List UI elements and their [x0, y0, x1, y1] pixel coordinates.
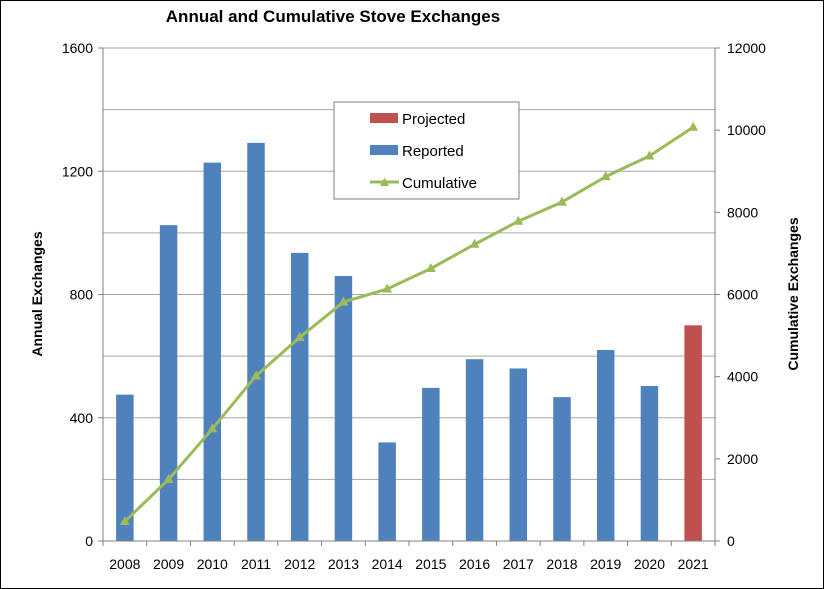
bar-reported-2011	[247, 142, 265, 541]
legend-label-projected: Projected	[402, 111, 465, 128]
bar-reported-2010	[203, 162, 222, 541]
y-tick-label: 800	[70, 287, 94, 303]
y-tick-label: 1600	[62, 40, 93, 56]
cumulative-point-2018	[557, 196, 567, 206]
y2-tick-label: 6000	[727, 287, 758, 303]
bar-reported-2017	[509, 368, 528, 541]
bar-reported-2015	[422, 387, 440, 541]
bar-reported-2009	[159, 225, 178, 541]
y-tick-label: 0	[85, 533, 93, 549]
legend-label-cumulative: Cumulative	[402, 175, 477, 192]
cumulative-point-2021	[688, 121, 699, 131]
legend-swatch-projected	[370, 113, 398, 123]
y2-tick-label: 8000	[727, 204, 758, 220]
y2-tick-label: 0	[727, 533, 735, 549]
x-tick-label: 2011	[241, 556, 271, 572]
tick-labels: 0 400 800 1200 1600 0 2000 4000 6000 8000 10000 120…	[62, 40, 766, 572]
legend-marker-cumulative	[380, 177, 389, 186]
x-tick-label: 2010	[197, 556, 228, 572]
y2-tick-label: 12000	[727, 40, 766, 56]
x-tick-label: 2015	[415, 556, 446, 572]
x-tick-label: 2013	[328, 556, 359, 572]
cumulative-line	[119, 121, 699, 525]
cumulative-polyline	[123, 125, 694, 523]
cumulative-point-2019	[600, 171, 611, 181]
x-tick-label: 2021	[678, 556, 709, 572]
bar-reported-2008	[116, 394, 134, 541]
y2-axis-title: Cumulative Exchanges	[785, 217, 801, 370]
bar-reported-2016	[465, 359, 484, 541]
bar-reported-2013	[334, 276, 353, 541]
bar-projected-2021	[684, 325, 702, 541]
x-tick-label: 2019	[590, 556, 621, 572]
bar-reported-2014	[378, 442, 396, 541]
y2-tick-label: 2000	[727, 451, 758, 467]
bar-reported-2019	[596, 349, 615, 541]
cumulative-point-2009	[163, 473, 174, 483]
cumulative-point-2014	[382, 283, 393, 293]
x-tick-label: 2017	[503, 556, 534, 572]
cumulative-point-2020	[644, 150, 655, 160]
x-tick-label: 2012	[284, 556, 315, 572]
y-tick-label: 1200	[62, 163, 93, 179]
axes	[98, 47, 720, 546]
cumulative-point-2008	[119, 515, 130, 525]
legend-swatch-reported	[370, 145, 398, 155]
x-tick-label: 2009	[153, 556, 184, 572]
bar-reported-2018	[553, 397, 571, 541]
cumulative-point-2017	[513, 215, 524, 225]
y2-tick-label: 10000	[727, 122, 766, 138]
x-tick-label: 2008	[109, 556, 140, 572]
bar-reported-2012	[290, 252, 309, 541]
legend-box	[333, 101, 520, 200]
x-tick-label: 2018	[546, 556, 577, 572]
cumulative-point-2011	[251, 370, 261, 380]
x-tick-label: 2014	[372, 556, 403, 572]
cumulative-point-2015	[425, 263, 436, 273]
legend-label-reported: Reported	[402, 143, 464, 160]
bar-series	[116, 142, 702, 541]
y-tick-label: 400	[70, 410, 94, 426]
cumulative-point-2013	[338, 296, 349, 306]
x-tick-label: 2020	[634, 556, 665, 572]
y2-tick-label: 4000	[727, 369, 758, 385]
cumulative-point-2010	[207, 423, 218, 433]
chart-title: Annual and Cumulative Stove Exchanges	[166, 7, 500, 26]
y-axis-title: Annual Exchanges	[29, 231, 45, 356]
bar-reported-2020	[640, 386, 659, 541]
x-tick-label: 2016	[459, 556, 490, 572]
cumulative-point-2016	[469, 238, 480, 248]
legend: Projected Reported Cumulative	[333, 101, 520, 200]
cumulative-point-2012	[294, 331, 305, 341]
